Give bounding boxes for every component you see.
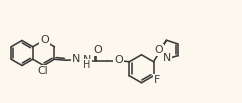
- Text: N: N: [72, 54, 81, 64]
- Text: O: O: [154, 45, 163, 55]
- Text: Cl: Cl: [37, 67, 48, 77]
- Text: F: F: [154, 75, 160, 85]
- Text: O: O: [40, 35, 49, 44]
- Text: N: N: [83, 55, 91, 65]
- Text: O: O: [93, 45, 102, 55]
- Text: O: O: [114, 55, 123, 65]
- Text: H: H: [83, 60, 91, 70]
- Text: N: N: [162, 53, 171, 63]
